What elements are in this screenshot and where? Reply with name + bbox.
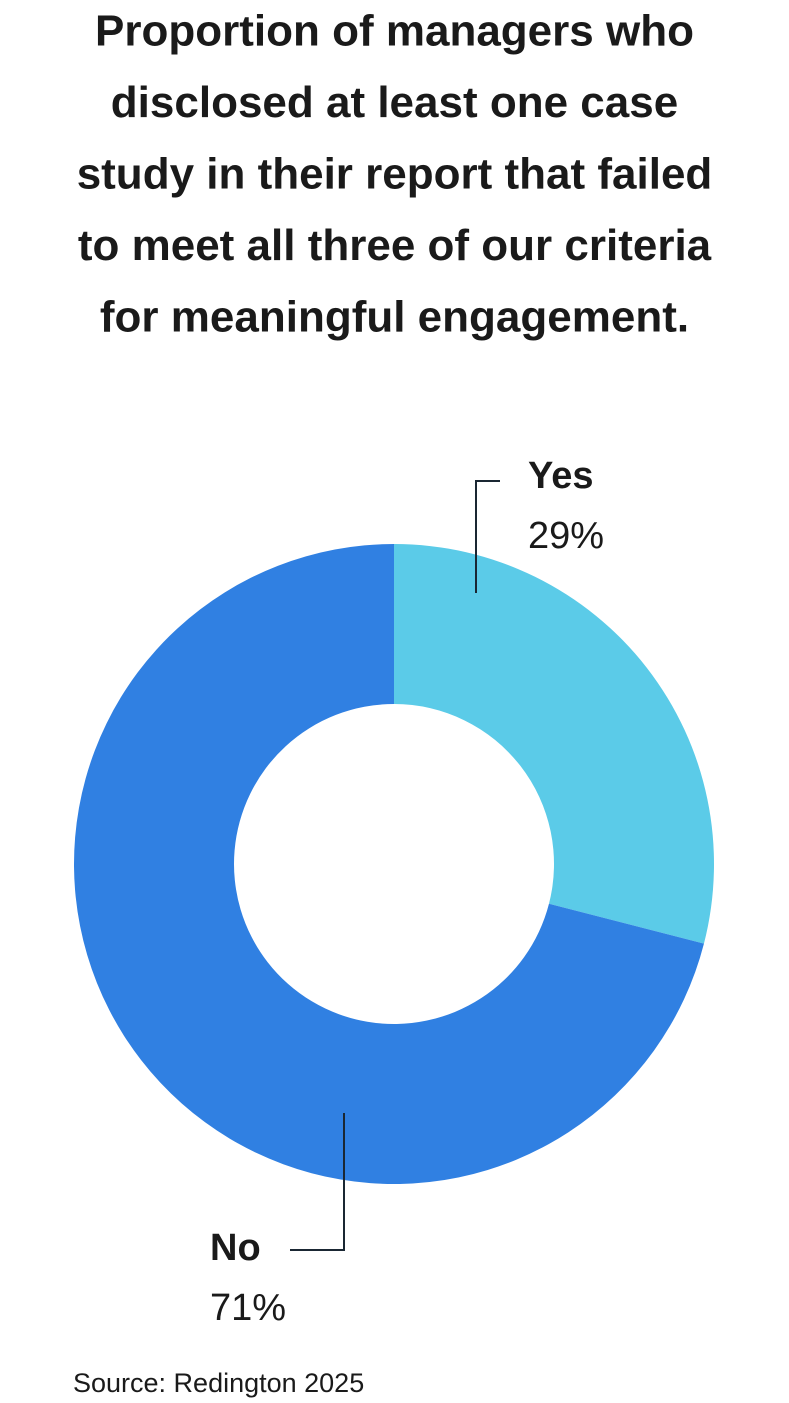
segment-label: No: [210, 1227, 261, 1269]
source: Source: Redington 2025: [73, 1368, 364, 1398]
segment-label: Yes: [528, 455, 594, 497]
chart-title: Proportion of managers who: [95, 7, 694, 56]
value-label: 29%: [528, 515, 604, 557]
donut-segment: [73, 544, 704, 1185]
leader-line: [475, 480, 500, 593]
chart-title: study in their report that failed: [77, 150, 713, 199]
chart-title: to meet all three of our criteria: [78, 221, 712, 270]
leader-line: [290, 1113, 345, 1251]
donut-segment: [394, 544, 714, 944]
chart-title: for meaningful engagement.: [100, 293, 689, 342]
value-label: 71%: [210, 1287, 286, 1329]
chart-title: disclosed at least one case: [111, 78, 678, 127]
